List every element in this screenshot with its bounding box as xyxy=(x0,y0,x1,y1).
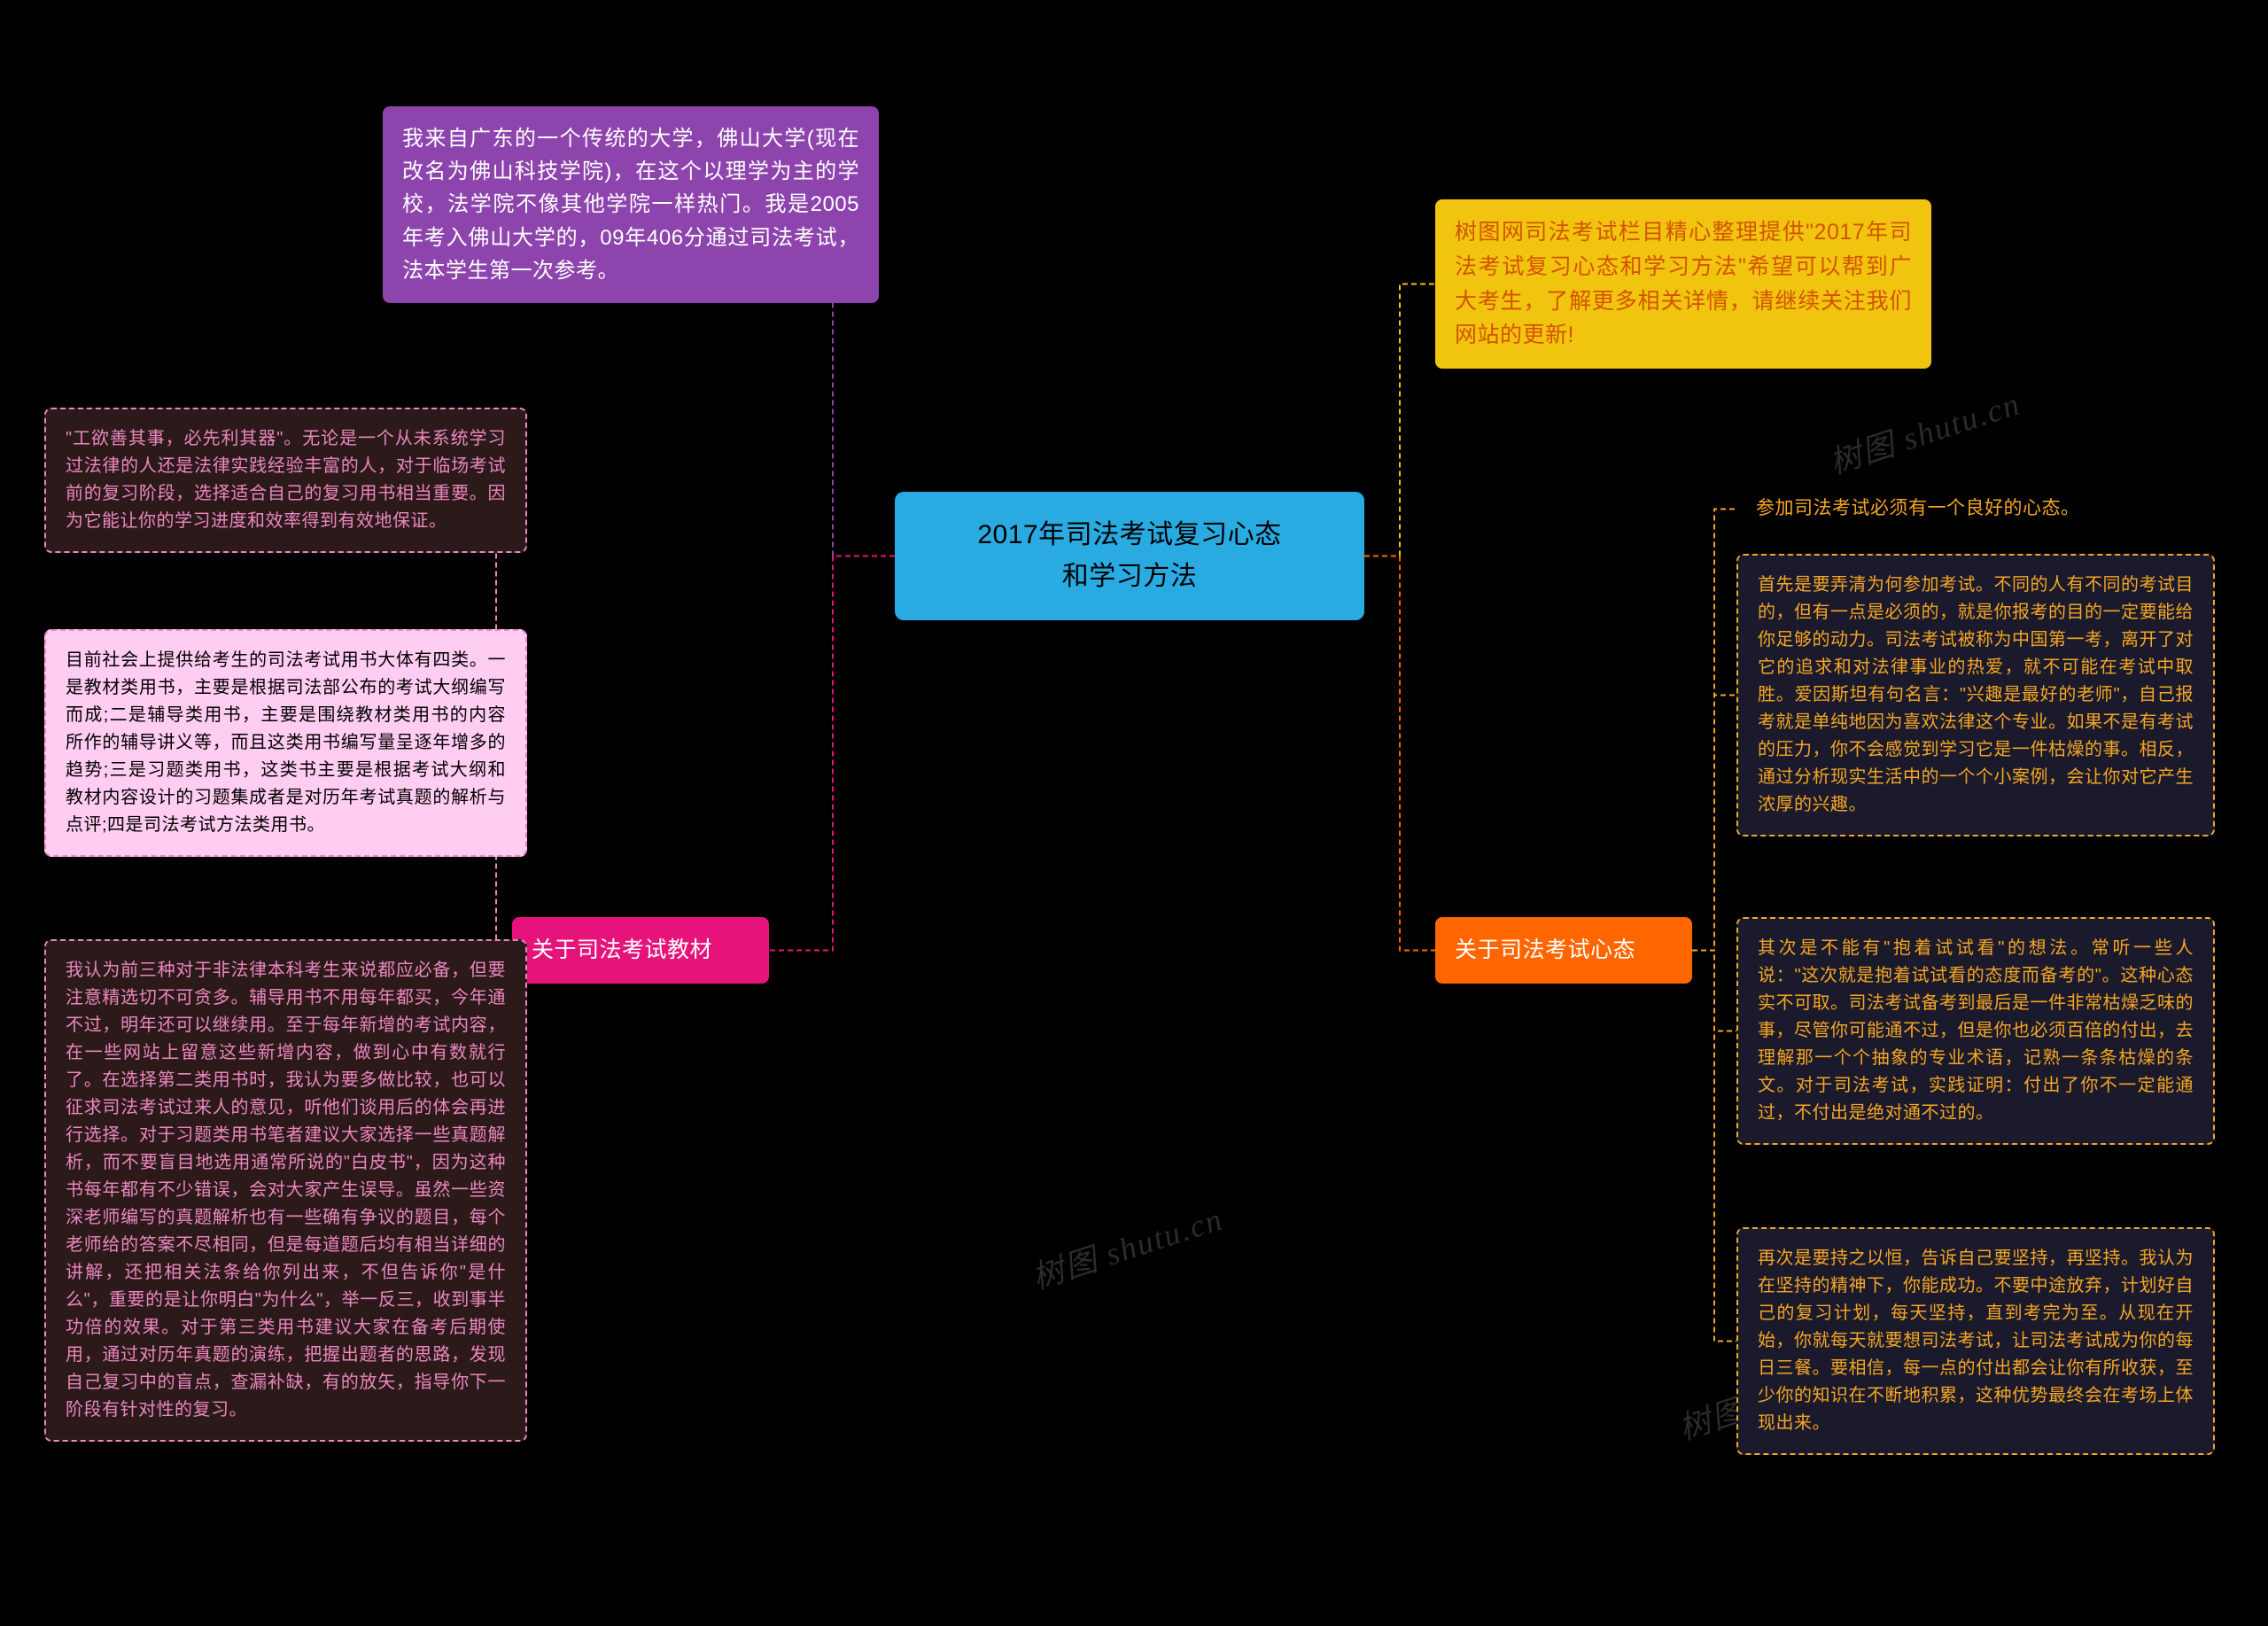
connector xyxy=(1692,951,1736,1031)
node-mat_1: "工欲善其事，必先利其器"。无论是一个从未系统学习过法律的人还是法律实践经验丰富… xyxy=(44,408,527,553)
node-ms_2: 其次是不能有"抱着试试看"的想法。常听一些人说："这次就是抱着试试看的态度而备考… xyxy=(1736,917,2215,1145)
node-ms_3: 再次是要持之以恒，告诉自己要坚持，再坚持。我认为在坚持的精神下，你能成功。不要中… xyxy=(1736,1227,2215,1455)
node-text: 目前社会上提供给考生的司法考试用书大体有四类。一是教材类用书，主要是根据司法部公… xyxy=(66,650,506,835)
node-text: 我认为前三种对于非法律本科考生来说都应必备，但要注意精选切不可贪多。辅导用书不用… xyxy=(66,961,506,1420)
node-ms_0: 参加司法考试必须有一个良好的心态。 xyxy=(1736,478,2215,540)
node-root: 2017年司法考试复习心态 和学习方法 xyxy=(895,492,1364,620)
node-text: 2017年司法考试复习心态 和学习方法 xyxy=(977,520,1281,591)
node-text: 我来自广东的一个传统的大学，佛山大学(现在改名为佛山科技学院)，在这个以理学为主… xyxy=(402,127,859,283)
node-mat_3: 我认为前三种对于非法律本科考生来说都应必备，但要注意精选切不可贪多。辅导用书不用… xyxy=(44,939,527,1442)
watermark: 树图 shutu.cn xyxy=(1822,378,2025,484)
node-text: "工欲善其事，必先利其器"。无论是一个从未系统学习过法律的人还是法律实践经验丰富… xyxy=(66,429,506,531)
connector xyxy=(1692,510,1736,951)
node-text: 参加司法考试必须有一个良好的心态。 xyxy=(1756,498,2080,518)
mindmap-canvas: 树图 shutu.cn树图 shutu.cn树图 shutu.cn树图 shut… xyxy=(0,0,2268,1626)
node-purple: 我来自广东的一个传统的大学，佛山大学(现在改名为佛山科技学院)，在这个以理学为主… xyxy=(383,106,879,303)
node-text: 关于司法考试教材 xyxy=(532,937,712,962)
connector xyxy=(1692,696,1736,951)
watermark: 树图 shutu.cn xyxy=(1025,1194,1228,1299)
connector xyxy=(1692,951,1736,1342)
node-orange_right_top: 树图网司法考试栏目精心整理提供"2017年司法考试复习心态和学习方法"希望可以帮… xyxy=(1435,199,1931,369)
node-text: 树图网司法考试栏目精心整理提供"2017年司法考试复习心态和学习方法"希望可以帮… xyxy=(1455,220,1912,347)
connector xyxy=(1364,284,1435,556)
node-ms_1: 首先是要弄清为何参加考试。不同的人有不同的考试目的，但有一点是必须的，就是你报考… xyxy=(1736,554,2215,836)
node-mindset_hub: 关于司法考试心态 xyxy=(1435,917,1692,984)
node-text: 首先是要弄清为何参加考试。不同的人有不同的考试目的，但有一点是必须的，就是你报考… xyxy=(1758,575,2194,814)
node-text: 其次是不能有"抱着试试看"的想法。常听一些人说："这次就是抱着试试看的态度而备考… xyxy=(1758,938,2194,1123)
node-materials_hub: 关于司法考试教材 xyxy=(512,917,769,984)
node-text: 关于司法考试心态 xyxy=(1455,937,1635,962)
connector xyxy=(1364,556,1435,951)
connector xyxy=(769,556,895,951)
node-text: 再次是要持之以恒，告诉自己要坚持，再坚持。我认为在坚持的精神下，你能成功。不要中… xyxy=(1758,1249,2194,1433)
node-mat_2: 目前社会上提供给考生的司法考试用书大体有四类。一是教材类用书，主要是根据司法部公… xyxy=(44,629,527,857)
